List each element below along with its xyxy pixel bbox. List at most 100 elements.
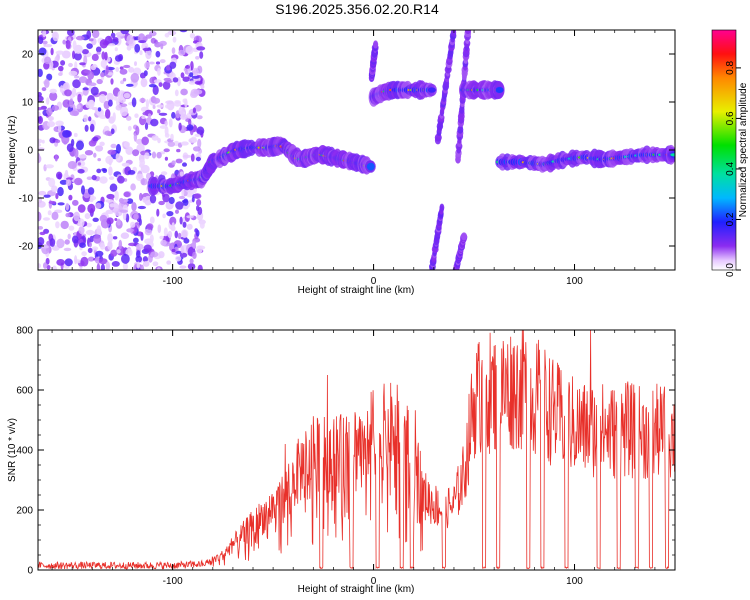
figure-title: S196.2025.356.02.20.R14 <box>275 1 439 17</box>
noise-blob <box>60 60 66 66</box>
noise-blob <box>132 81 138 86</box>
noise-blob <box>95 145 104 152</box>
noise-blob <box>60 220 69 230</box>
noise-blob <box>56 171 63 180</box>
noise-blob <box>179 30 188 33</box>
noise-blob <box>140 178 148 186</box>
noise-blob <box>93 152 97 158</box>
noise-blob <box>191 75 200 79</box>
noise-blob <box>119 209 128 213</box>
noise-blob <box>106 217 114 225</box>
noise-blob <box>180 72 185 79</box>
noise-blob <box>141 136 149 146</box>
noise-blob <box>38 36 44 45</box>
noise-blob <box>114 55 123 62</box>
noise-blob <box>139 97 146 103</box>
y-tick-label: 800 <box>16 326 33 337</box>
noise-blob <box>196 245 203 254</box>
noise-blob <box>65 212 71 218</box>
noise-blob <box>46 107 53 116</box>
noise-blob <box>150 251 159 258</box>
noise-blob <box>38 138 43 144</box>
noise-blob <box>149 194 157 204</box>
noise-blob <box>168 118 173 128</box>
noise-blob <box>182 76 190 82</box>
noise-blob <box>106 209 112 214</box>
noise-blob <box>104 130 112 136</box>
noise-blob <box>97 107 102 112</box>
noise-blob <box>120 30 130 35</box>
noise-blob <box>87 247 93 254</box>
noise-blob <box>190 153 195 162</box>
noise-blob <box>86 43 93 49</box>
noise-blob <box>160 239 167 246</box>
noise-blob <box>115 153 121 162</box>
noise-blob <box>192 251 197 259</box>
noise-blob <box>110 128 115 135</box>
noise-blob <box>135 255 142 263</box>
noise-blob <box>116 249 121 254</box>
x-tick-label: 0 <box>371 276 377 287</box>
noise-blob <box>144 152 150 160</box>
noise-blob <box>152 105 156 109</box>
noise-blob <box>79 242 86 248</box>
noise-blob <box>104 51 108 61</box>
snr-xlabel: Height of straight line (km) <box>298 584 415 595</box>
noise-blob <box>182 162 187 167</box>
noise-blob <box>182 221 187 228</box>
noise-blob <box>67 30 75 37</box>
noise-blob <box>186 223 193 230</box>
noise-blob <box>164 156 168 161</box>
noise-blob <box>115 67 119 72</box>
x-tick-label: 0 <box>371 576 377 587</box>
noise-blob <box>65 39 71 49</box>
noise-blob <box>97 158 101 162</box>
noise-blob <box>158 82 163 87</box>
noise-blob <box>42 30 47 38</box>
noise-blob <box>44 56 52 65</box>
noise-blob <box>55 193 59 200</box>
noise-blob <box>87 71 95 80</box>
noise-blob <box>119 68 128 75</box>
noise-blob <box>179 171 184 177</box>
noise-blob <box>185 45 194 55</box>
snr-ticks: -100 0 100 0 200 400 600 800 <box>16 326 676 587</box>
noise-blob <box>107 233 113 243</box>
noise-blob <box>167 30 177 36</box>
noise-blob <box>92 30 100 39</box>
noise-blob <box>166 64 171 71</box>
noise-blob <box>62 99 71 108</box>
noise-blob <box>69 98 74 108</box>
noise-blob <box>74 148 79 159</box>
noise-blob <box>69 110 79 116</box>
noise-blob <box>160 171 168 176</box>
noise-blob <box>56 238 65 249</box>
colorbar-gradient <box>711 29 737 271</box>
noise-blob <box>83 114 89 123</box>
y-tick-label: 400 <box>16 446 33 457</box>
colorbar-tick-label: 0.6 <box>725 111 736 125</box>
noise-blob <box>172 36 177 43</box>
noise-blob <box>126 83 134 87</box>
noise-blob <box>143 244 152 253</box>
noise-blob <box>112 37 119 43</box>
noise-blob <box>66 143 74 152</box>
noise-blob <box>64 239 70 245</box>
noise-blob <box>200 84 205 89</box>
noise-blob <box>43 194 51 198</box>
noise-blob <box>49 88 57 94</box>
noise-blob <box>148 254 153 263</box>
noise-blob <box>139 192 143 201</box>
noise-blob <box>177 232 182 240</box>
noise-blob <box>182 198 189 206</box>
noise-blob <box>152 85 159 96</box>
noise-blob <box>133 237 139 244</box>
noise-blob <box>144 122 149 130</box>
track-core <box>670 153 675 157</box>
noise-blob <box>102 168 108 173</box>
noise-blob <box>181 187 185 198</box>
noise-blob <box>68 62 73 68</box>
noise-blob <box>121 162 130 167</box>
